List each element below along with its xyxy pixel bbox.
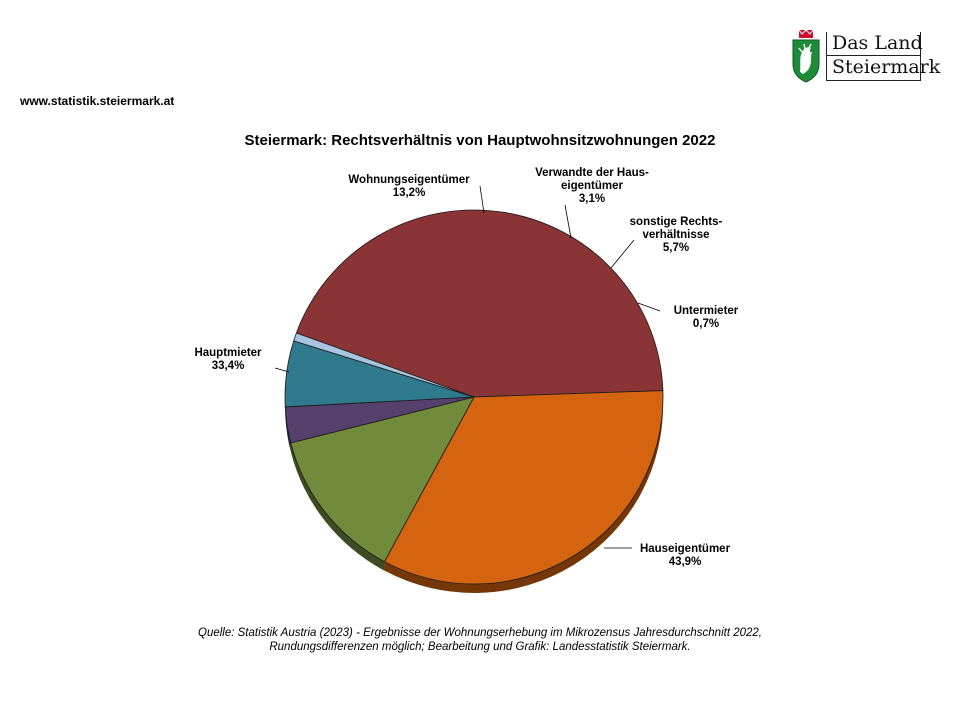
styrian-panther-crest-icon <box>792 29 820 83</box>
source-note: Quelle: Statistik Austria (2023) - Ergeb… <box>0 626 960 654</box>
logo-line1: Das Land <box>832 32 923 54</box>
pie-label-sonstige-rechtsverhaeltnisse: sonstige Rechts-verhältnisse 5,7% <box>630 216 723 254</box>
leader-line-sonstige-rechtsverhaeltnisse <box>610 239 635 269</box>
logo-line2: Steiermark <box>832 56 941 78</box>
pie-depth-verwandte-der-hauseigentuemer <box>285 406 291 452</box>
pie-slice-untermieter <box>293 332 475 398</box>
site-url: www.statistik.steiermark.at <box>20 94 175 108</box>
pie-depth-wohnungseigentuemer <box>290 442 385 571</box>
logo-divider <box>827 55 920 56</box>
pie-label-hauseigentuemer: Hauseigentümer 43,9% <box>640 543 731 568</box>
pie-slice-hauptmieter <box>383 390 664 585</box>
pie-label-verwandte-der-hauseigentuemer: Verwandte der Haus-eigentümer 3,1% <box>535 167 649 205</box>
logo-wordmark: Das Land Steiermark <box>826 32 940 81</box>
source-line-2: Rundungsdifferenzen möglich; Bearbeitung… <box>269 641 691 653</box>
pie-label-hauptmieter: Hauptmieter 33,4% <box>194 347 262 372</box>
pie-slice-hauseigentuemer <box>295 209 664 398</box>
source-line-1: Quelle: Statistik Austria (2023) - Ergeb… <box>198 627 762 639</box>
leader-line-verwandte-der-hauseigentuemer <box>564 204 572 239</box>
pie-label-untermieter: Untermieter 0,7% <box>674 305 739 330</box>
leader-line-untermieter <box>637 302 661 312</box>
leader-line-wohnungseigentuemer <box>479 185 485 214</box>
leader-line-hauptmieter <box>274 367 290 373</box>
pie-slice-wohnungseigentuemer <box>290 396 475 563</box>
land-steiermark-logo: Das Land Steiermark <box>788 28 940 84</box>
chart-title: Steiermark: Rechtsverhältnis von Hauptwo… <box>244 132 716 149</box>
pie-label-wohnungseigentuemer: Wohnungseigentümer 13,2% <box>348 174 470 199</box>
